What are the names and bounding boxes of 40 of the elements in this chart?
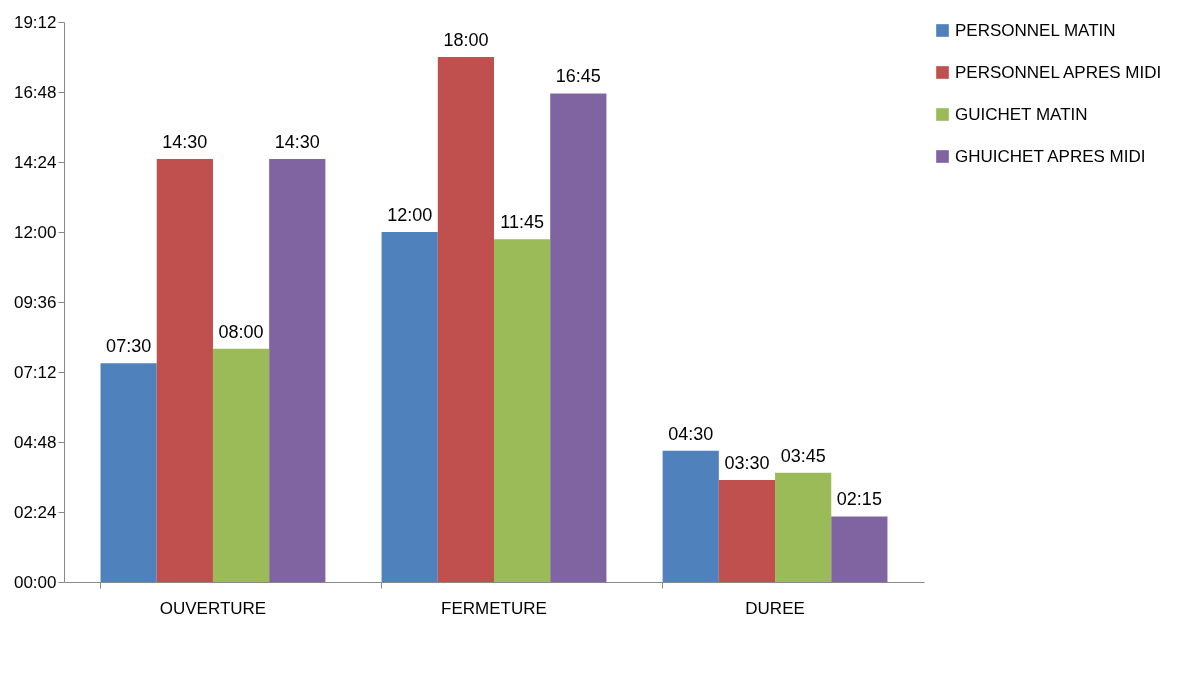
- bar: [831, 516, 888, 582]
- bar: [269, 159, 326, 582]
- data-label: 14:30: [162, 132, 208, 153]
- bar: [156, 159, 213, 582]
- bar: [775, 472, 832, 582]
- data-label: 14:30: [274, 132, 320, 153]
- data-label: 18:00: [443, 30, 489, 50]
- data-label: 03:45: [780, 445, 826, 466]
- data-label: 11:45: [500, 212, 544, 233]
- bar: [381, 232, 438, 582]
- y-tick-label: 14:24: [13, 152, 57, 172]
- legend-label: GHUICHET APRES MIDI: [955, 146, 1146, 166]
- bar: [437, 57, 494, 582]
- y-tick-label: 02:24: [13, 502, 57, 522]
- bar: [212, 348, 270, 582]
- x-tick-label: OUVERTURE: [159, 598, 267, 618]
- bar: [550, 93, 607, 582]
- bar: [662, 450, 719, 582]
- bar: [100, 363, 157, 582]
- data-label: 08:00: [218, 321, 264, 342]
- data-label: 16:45: [555, 66, 601, 87]
- x-tick-label: DUREE: [745, 598, 805, 618]
- y-tick-label: 19:12: [13, 12, 57, 32]
- y-tick-label: 00:00: [13, 572, 57, 592]
- legend-label: PERSONNEL MATIN: [955, 20, 1116, 40]
- data-label: 02:15: [836, 489, 882, 510]
- y-tick-label: 04:48: [13, 432, 57, 452]
- data-label: 04:30: [668, 423, 714, 444]
- bar: [494, 239, 551, 582]
- data-label: 07:30: [106, 336, 152, 357]
- y-tick-label: 09:36: [13, 292, 57, 312]
- x-tick-label: FERMETURE: [441, 598, 547, 618]
- y-tick-label: 16:48: [13, 82, 57, 102]
- legend-label: GUICHET MATIN: [955, 104, 1088, 124]
- legend-label: PERSONNEL APRES MIDI: [955, 62, 1162, 82]
- y-tick-label: 12:00: [13, 222, 57, 242]
- data-label: 12:00: [387, 205, 433, 225]
- bar: [718, 479, 776, 582]
- y-tick-label: 07:12: [13, 362, 57, 382]
- data-label: 03:30: [724, 452, 770, 473]
